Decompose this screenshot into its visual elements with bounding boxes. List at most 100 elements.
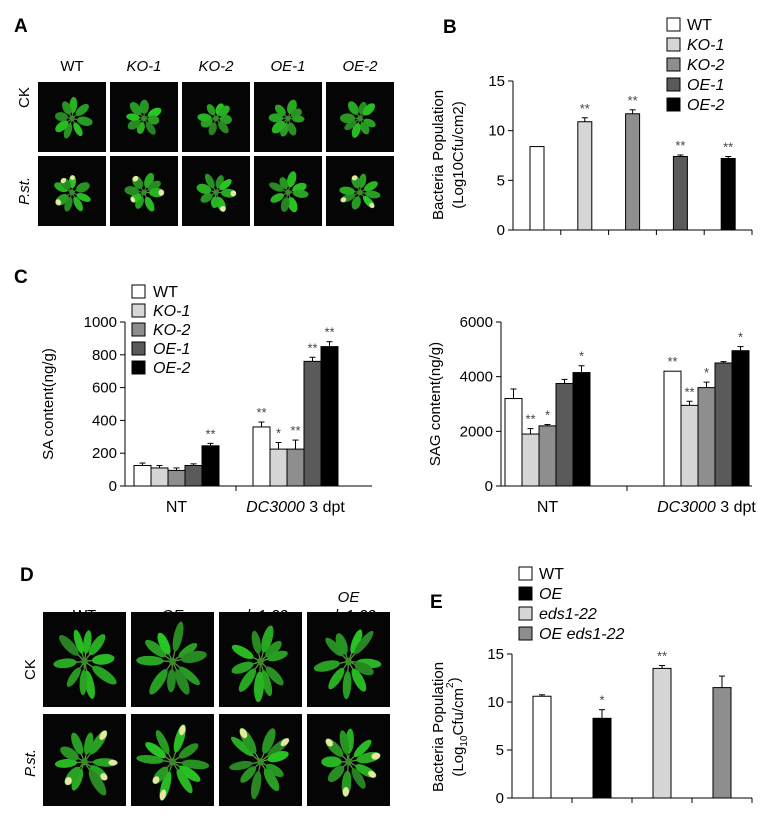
significance-mark: * xyxy=(738,330,743,345)
column-label: OE-2 xyxy=(342,58,378,75)
bar xyxy=(592,717,612,799)
legend-label: KO-2 xyxy=(153,322,190,339)
y-tick-label: 4000 xyxy=(460,369,493,386)
plant-photo xyxy=(326,156,394,226)
group-label: DC3000 3 dpt xyxy=(246,499,345,516)
significance-mark: * xyxy=(545,408,550,423)
legend-label: WT xyxy=(687,17,712,34)
y-tick-label: 0 xyxy=(496,790,504,807)
significance-mark: ** xyxy=(667,354,677,369)
legend-swatch xyxy=(666,37,681,52)
bar xyxy=(577,121,593,231)
y-tick-label: 15 xyxy=(488,73,505,90)
legend-swatch xyxy=(666,77,681,92)
legend-label: KO-1 xyxy=(153,303,190,320)
y-tick-label: 0 xyxy=(497,222,505,239)
bar xyxy=(133,465,152,487)
legend-swatch xyxy=(131,303,146,318)
bar xyxy=(663,370,682,487)
y-tick-label: 400 xyxy=(92,412,117,429)
legend-swatch xyxy=(666,17,681,32)
significance-mark: ** xyxy=(684,384,694,399)
bar xyxy=(184,465,203,487)
bar xyxy=(625,113,641,231)
bar xyxy=(712,687,732,799)
significance-mark: * xyxy=(579,349,584,364)
bar xyxy=(731,350,750,487)
y-axis-label-unit: (Log10Cfu/cm2) xyxy=(445,677,470,776)
significance-mark: * xyxy=(704,365,709,380)
significance-mark: ** xyxy=(723,139,733,154)
legend-swatch xyxy=(518,566,533,581)
plant-photo xyxy=(219,714,302,806)
plant-photo xyxy=(182,156,250,226)
y-tick-label: 1000 xyxy=(84,314,117,331)
bar xyxy=(652,667,672,799)
y-axis-label-unit: (Log10Cfu/cm2) xyxy=(450,101,467,209)
legend-swatch xyxy=(518,626,533,641)
plant-photo xyxy=(131,612,214,707)
y-tick-label: 0 xyxy=(485,478,493,495)
bar xyxy=(150,467,169,487)
panel-letter-e: E xyxy=(430,592,443,613)
legend-swatch xyxy=(131,341,146,356)
legend-label: WT xyxy=(153,284,178,301)
panel-letter-c: C xyxy=(14,267,28,288)
y-axis-label: Bacteria Population xyxy=(430,662,447,792)
y-tick-label: 200 xyxy=(92,445,117,462)
column-label: OE-1 xyxy=(270,58,306,75)
y-tick-label: 0 xyxy=(109,478,117,495)
panel-letter-d: D xyxy=(20,565,34,586)
bar xyxy=(555,383,574,487)
plant-photo xyxy=(38,156,106,226)
significance-mark: ** xyxy=(205,426,215,441)
significance-mark: * xyxy=(599,693,604,708)
plant-photo xyxy=(254,156,322,226)
bar xyxy=(714,362,733,487)
bar xyxy=(538,425,557,487)
bar xyxy=(167,469,186,487)
plant-photo xyxy=(131,714,214,806)
significance-mark: ** xyxy=(290,423,300,438)
significance-mark: ** xyxy=(525,412,535,427)
column-label: WT xyxy=(60,58,84,75)
y-tick-label: 5 xyxy=(496,742,504,759)
bar xyxy=(680,404,699,487)
y-tick-label: 600 xyxy=(92,380,117,397)
bar xyxy=(201,445,220,487)
significance-mark: ** xyxy=(675,138,685,153)
group-label: DC3000 3 dpt xyxy=(657,499,756,516)
plant-photo xyxy=(110,82,178,152)
plant-photo xyxy=(307,612,390,707)
plant-photo xyxy=(326,82,394,152)
plant-photo xyxy=(182,82,250,152)
legend-label: OE-2 xyxy=(153,360,190,377)
y-axis-label: SAG content(ng/g) xyxy=(427,342,444,466)
bar xyxy=(252,426,271,487)
significance-mark: ** xyxy=(628,93,638,108)
legend-label: OE xyxy=(539,586,562,603)
legend-swatch xyxy=(666,97,681,112)
bar xyxy=(286,448,305,487)
legend-swatch xyxy=(131,360,146,375)
legend-label: OE-1 xyxy=(687,77,724,94)
bar xyxy=(532,695,552,799)
legend-label: OE-2 xyxy=(687,97,724,114)
significance-mark: * xyxy=(276,426,281,441)
legend-swatch xyxy=(131,284,146,299)
legend-label: KO-1 xyxy=(687,37,724,54)
y-tick-label: 2000 xyxy=(460,423,493,440)
bar xyxy=(269,448,288,487)
legend-label: OE eds1-22 xyxy=(539,626,624,643)
significance-mark: ** xyxy=(324,325,334,340)
bar xyxy=(504,398,523,487)
bar xyxy=(529,146,545,231)
bar xyxy=(697,387,716,487)
group-label: NT xyxy=(166,499,188,516)
bar xyxy=(572,372,591,487)
bar xyxy=(720,157,736,231)
y-tick-label: 6000 xyxy=(460,314,493,331)
panel-letter-a: A xyxy=(14,16,28,37)
legend-label: eds1-22 xyxy=(539,606,597,623)
y-tick-label: 10 xyxy=(488,123,505,140)
